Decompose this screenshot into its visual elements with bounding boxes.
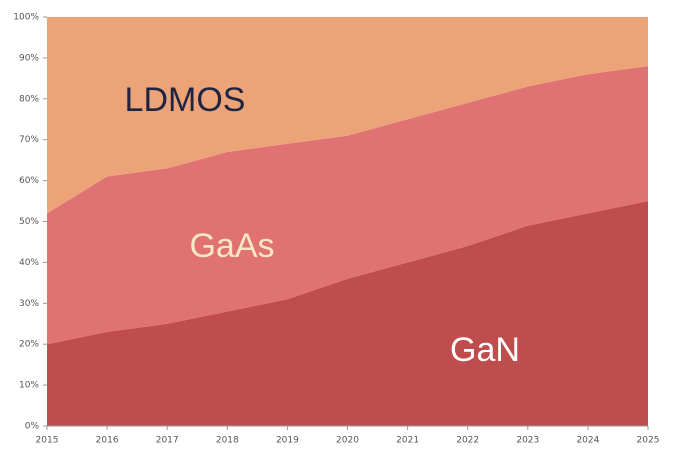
y-tick-label: 40% [19,258,39,268]
area [47,201,648,426]
y-tick-label: 0% [25,422,40,432]
series-label: GaN [450,331,520,369]
x-tick-label: 2024 [576,436,599,446]
y-tick-label: 70% [19,135,39,145]
x-tick-label: 2016 [96,436,119,446]
x-tick-label: 2021 [396,436,419,446]
y-tick-label: 10% [19,381,39,391]
x-tick-label: 2018 [216,436,239,446]
x-tick-label: 2017 [156,436,179,446]
y-tick-label: 60% [19,176,39,186]
y-tick-label: 20% [19,340,39,350]
y-tick-label: 90% [19,53,39,63]
x-tick-label: 2025 [637,436,660,446]
x-tick-label: 2019 [276,436,299,446]
x-tick-label: 2015 [36,436,59,446]
x-tick-label: 2023 [516,436,539,446]
y-tick-label: 50% [19,217,39,227]
series-label: LDMOS [125,81,246,119]
area [47,66,648,345]
y-tick-label: 30% [19,299,39,309]
y-tick-label: 100% [13,13,39,23]
y-tick-label: 80% [19,94,39,104]
area [47,17,648,214]
x-tick-label: 2022 [456,436,479,446]
x-tick-label: 2020 [336,436,359,446]
series-label: GaAs [189,227,274,265]
